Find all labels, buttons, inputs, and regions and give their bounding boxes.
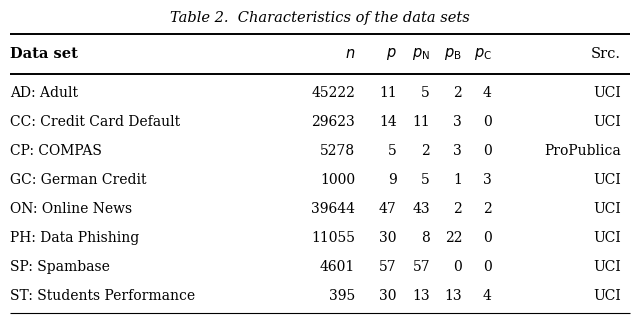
Text: Src.: Src.	[591, 47, 621, 61]
Text: 39644: 39644	[311, 202, 355, 216]
Text: 3: 3	[453, 115, 462, 129]
Text: CP: COMPAS: CP: COMPAS	[10, 144, 102, 158]
Text: 2: 2	[421, 144, 430, 158]
Text: $n$: $n$	[345, 47, 355, 61]
Text: 30: 30	[380, 289, 397, 303]
Text: 14: 14	[379, 115, 397, 129]
Text: ST: Students Performance: ST: Students Performance	[10, 289, 195, 303]
Text: 9: 9	[388, 173, 397, 187]
Text: ON: Online News: ON: Online News	[10, 202, 132, 216]
Text: 5278: 5278	[320, 144, 355, 158]
Text: 1: 1	[453, 173, 462, 187]
Text: SP: Spambase: SP: Spambase	[10, 260, 109, 274]
Text: 3: 3	[483, 173, 492, 187]
Text: UCI: UCI	[593, 173, 621, 187]
Text: PH: Data Phishing: PH: Data Phishing	[10, 231, 139, 245]
Text: 395: 395	[329, 289, 355, 303]
Text: 4: 4	[483, 86, 492, 100]
Text: 4: 4	[483, 289, 492, 303]
Text: 2: 2	[483, 202, 492, 216]
Text: UCI: UCI	[593, 86, 621, 100]
Text: 3: 3	[453, 144, 462, 158]
Text: 57: 57	[412, 260, 430, 274]
Text: GC: German Credit: GC: German Credit	[10, 173, 146, 187]
Text: UCI: UCI	[593, 289, 621, 303]
Text: UCI: UCI	[593, 260, 621, 274]
Text: 0: 0	[453, 260, 462, 274]
Text: UCI: UCI	[593, 231, 621, 245]
Text: Table 2.  Characteristics of the data sets: Table 2. Characteristics of the data set…	[170, 11, 470, 25]
Text: 8: 8	[421, 231, 430, 245]
Text: 0: 0	[483, 115, 492, 129]
Text: 2: 2	[453, 202, 462, 216]
Text: 1000: 1000	[320, 173, 355, 187]
Text: 0: 0	[483, 260, 492, 274]
Text: 11055: 11055	[311, 231, 355, 245]
Text: 0: 0	[483, 144, 492, 158]
Text: 13: 13	[444, 289, 462, 303]
Text: 47: 47	[379, 202, 397, 216]
Text: UCI: UCI	[593, 202, 621, 216]
Text: 29623: 29623	[312, 115, 355, 129]
Text: 11: 11	[379, 86, 397, 100]
Text: 57: 57	[379, 260, 397, 274]
Text: ProPublica: ProPublica	[544, 144, 621, 158]
Text: 0: 0	[483, 231, 492, 245]
Text: 4601: 4601	[320, 260, 355, 274]
Text: UCI: UCI	[593, 115, 621, 129]
Text: AD: Adult: AD: Adult	[10, 86, 77, 100]
Text: $p_\mathrm{B}$: $p_\mathrm{B}$	[444, 46, 462, 62]
Text: 11: 11	[412, 115, 430, 129]
Text: 5: 5	[421, 173, 430, 187]
Text: 22: 22	[445, 231, 462, 245]
Text: $p$: $p$	[386, 46, 397, 62]
Text: 2: 2	[453, 86, 462, 100]
Text: CC: Credit Card Default: CC: Credit Card Default	[10, 115, 180, 129]
Text: Data set: Data set	[10, 47, 77, 61]
Text: 30: 30	[380, 231, 397, 245]
Text: 5: 5	[388, 144, 397, 158]
Text: 5: 5	[421, 86, 430, 100]
Text: 43: 43	[412, 202, 430, 216]
Text: 45222: 45222	[311, 86, 355, 100]
Text: $p_\mathrm{C}$: $p_\mathrm{C}$	[474, 46, 492, 62]
Text: 13: 13	[412, 289, 430, 303]
Text: $p_\mathrm{N}$: $p_\mathrm{N}$	[412, 46, 430, 62]
